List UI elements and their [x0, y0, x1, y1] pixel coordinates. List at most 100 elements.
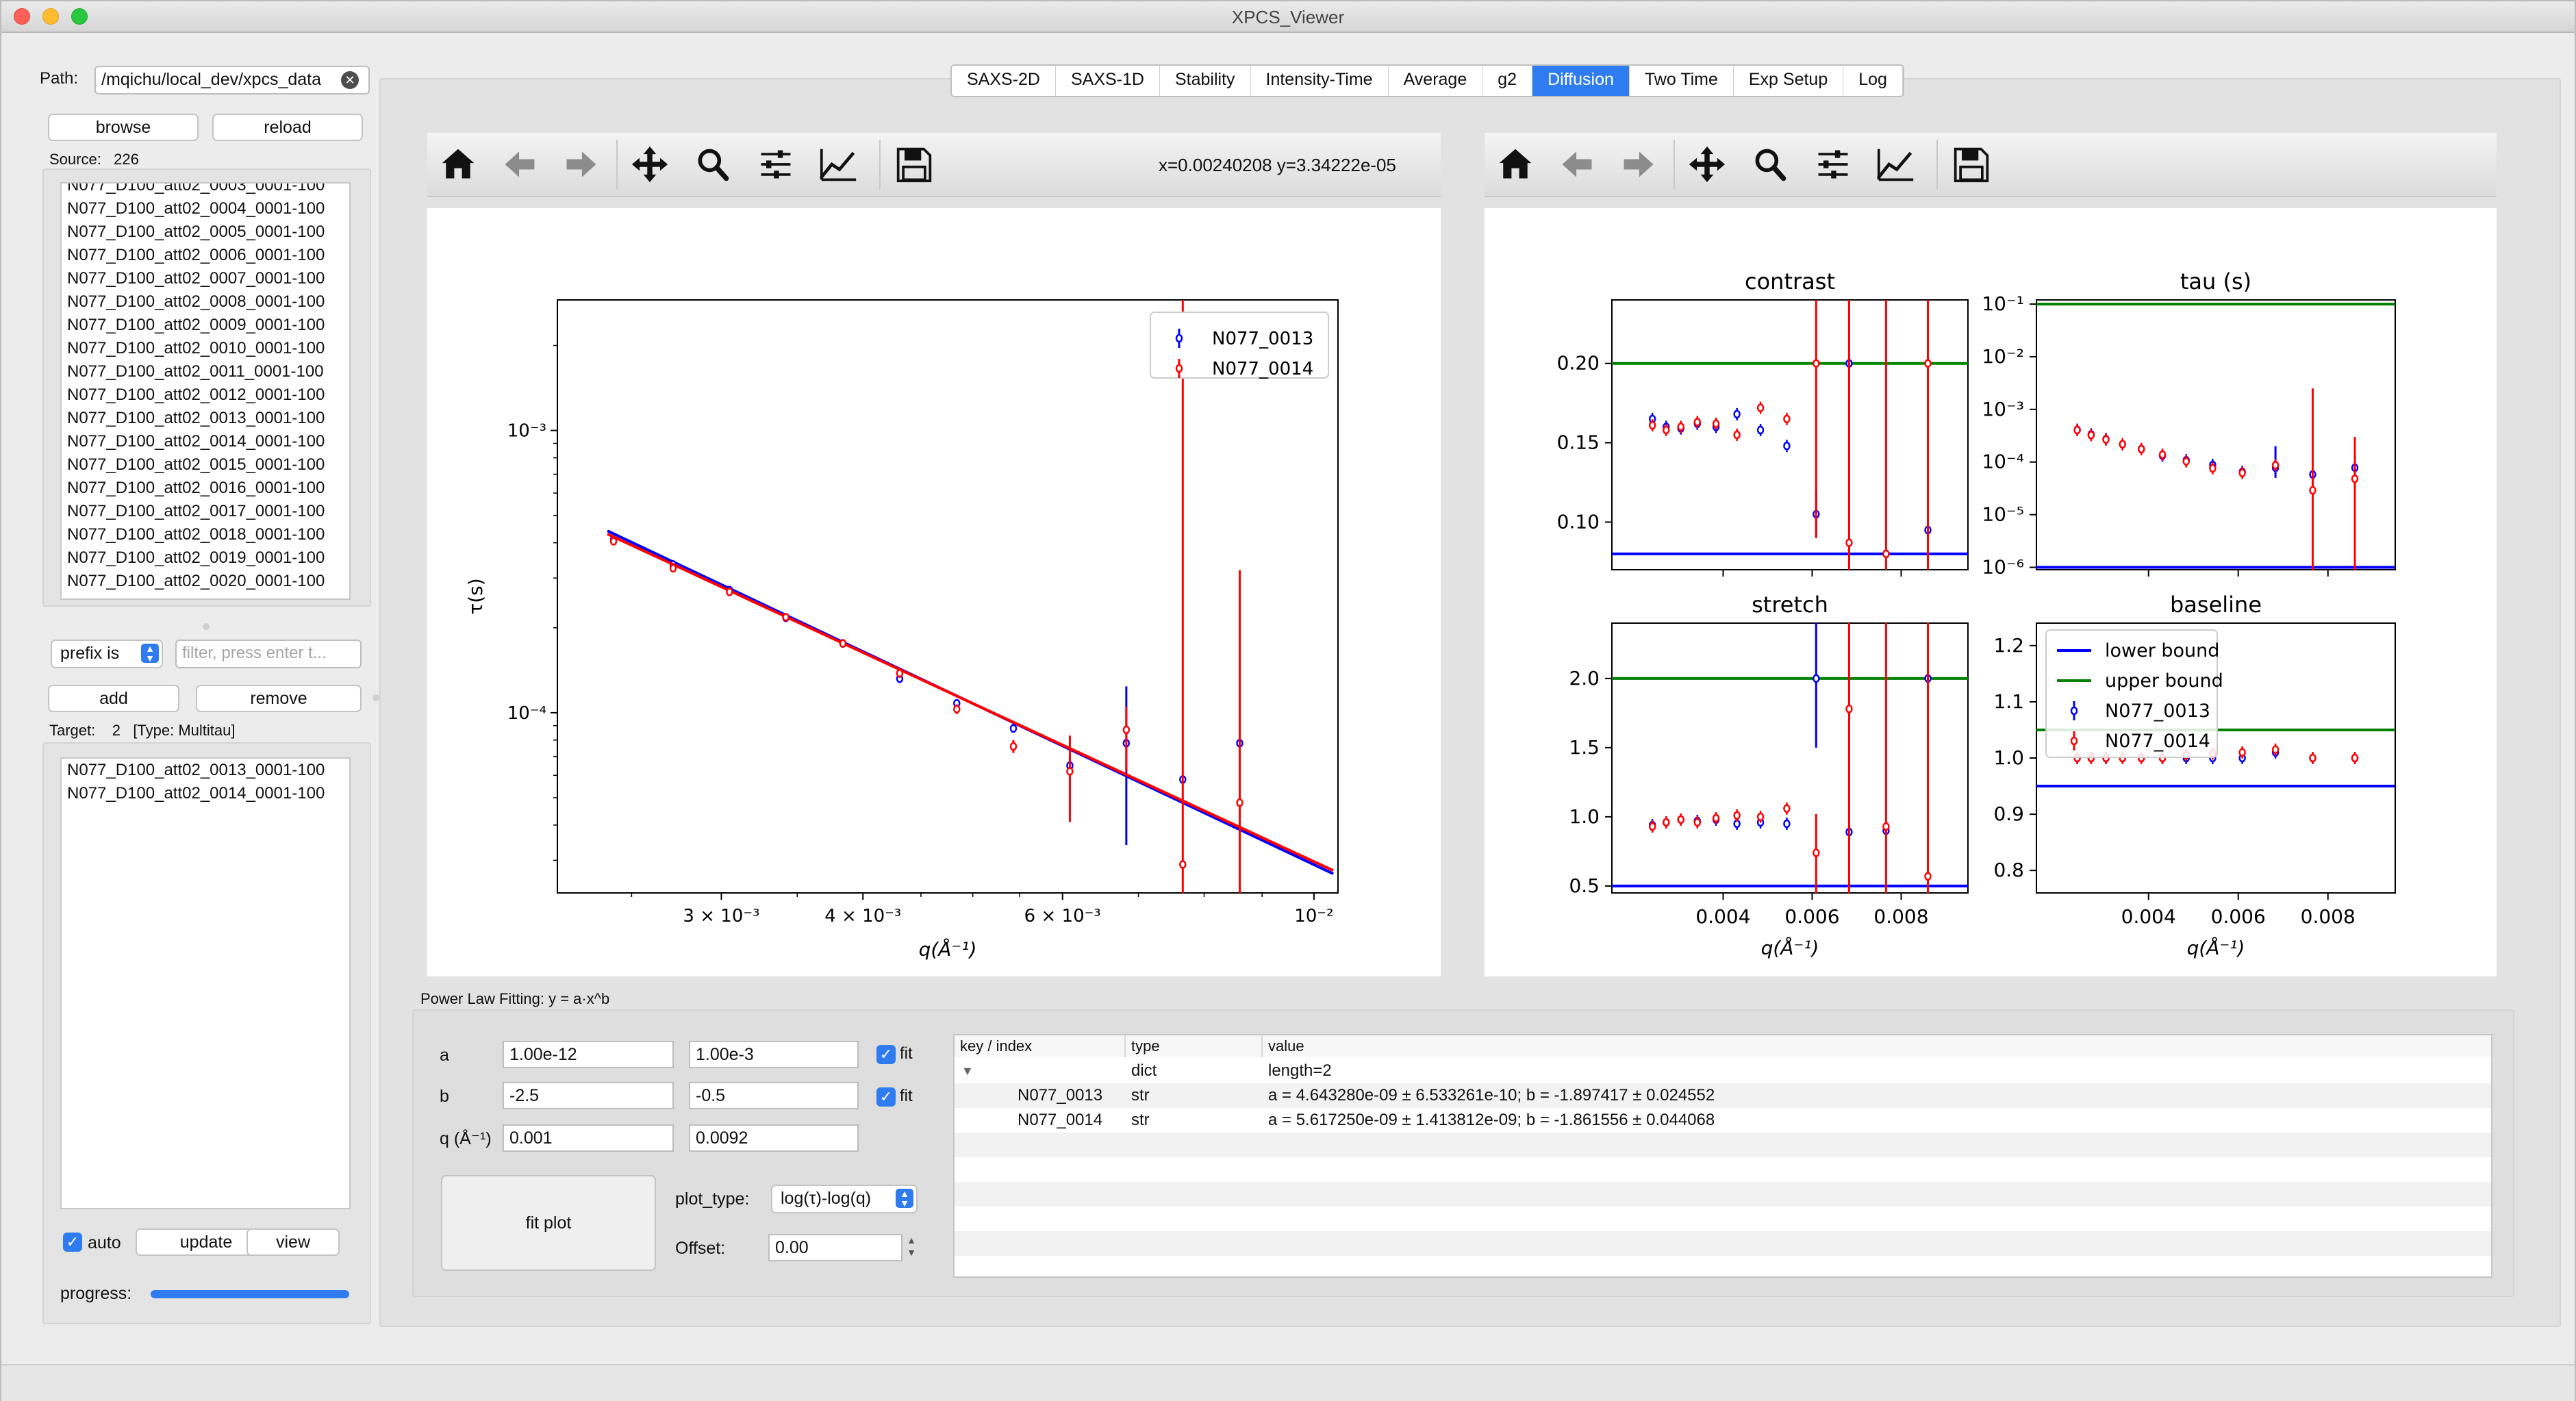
a-max-input[interactable]: 1.00e-3 [689, 1041, 859, 1068]
list-item[interactable]: N077_D100_att02_0009_0001-100 [67, 316, 325, 334]
pan-icon[interactable] [629, 145, 671, 184]
tab-g2[interactable]: g2 [1482, 66, 1533, 96]
collapse-triangle-icon[interactable]: ▼ [961, 1064, 974, 1078]
tab-saxs-2d[interactable]: SAXS-2D [952, 66, 1056, 96]
list-item[interactable]: N077_D100_att02_0004_0001-100 [67, 199, 325, 218]
forward-arrow-icon[interactable] [1617, 145, 1660, 184]
offset-stepper[interactable]: ▲ ▼ [907, 1235, 916, 1258]
tab-stability[interactable]: Stability [1160, 66, 1251, 96]
header-key[interactable]: key / index [955, 1035, 1126, 1057]
home-icon[interactable] [1494, 145, 1537, 184]
list-item[interactable]: N077_D100_att02_0019_0001-100 [67, 548, 325, 567]
subplot-title: tau (s) [2180, 268, 2251, 294]
tab-average[interactable]: Average [1389, 66, 1483, 96]
list-item[interactable]: N077_D100_att02_0011_0001-100 [67, 362, 324, 381]
zoom-icon[interactable] [1749, 145, 1791, 184]
edit-axis-icon[interactable] [818, 145, 860, 184]
subplot-frame [1611, 622, 1969, 894]
data-point [1175, 333, 1183, 343]
q-min-input[interactable]: 0.001 [503, 1124, 674, 1152]
list-item[interactable]: N077_D100_att02_0007_0001-100 [67, 269, 325, 288]
b-min-input[interactable]: -2.5 [503, 1082, 674, 1109]
tree-row[interactable]: N077_0013 str a = 4.643280e-09 ± 6.53326… [955, 1083, 2491, 1108]
plot-type-value: log(τ)-log(q) [781, 1189, 872, 1208]
pan-icon[interactable] [1686, 145, 1728, 184]
home-icon[interactable] [437, 145, 479, 184]
list-item[interactable]: N077_D100_att02_0012_0001-100 [67, 386, 325, 404]
list-item[interactable]: N077_D100_att02_0013_0001-100 [67, 409, 325, 427]
zoom-icon[interactable] [692, 145, 734, 184]
b-fit-checkbox[interactable]: ✓ [876, 1087, 896, 1107]
list-item[interactable]: N077_D100_att02_0014_0001-100 [67, 432, 325, 451]
source-list[interactable]: N077_D100_att02_0003_0001-100 N077_D100_a… [60, 182, 351, 600]
data-point [1813, 359, 1820, 368]
tree-empty-row [955, 1133, 2491, 1157]
list-item[interactable]: N077_D100_att02_0018_0001-100 [67, 525, 325, 544]
tab-log[interactable]: Log [1843, 66, 1903, 96]
edit-axis-icon[interactable] [1875, 145, 1917, 184]
tab-exp-setup[interactable]: Exp Setup [1734, 66, 1844, 96]
list-item[interactable]: N077_D100_att02_0015_0001-100 [67, 455, 325, 474]
legend-entry: N077_0014 [2105, 731, 2210, 752]
fit-params-figure[interactable]: contrast 0.10 0.15 0.20 tau (s) 10⁻¹ 10⁻² 10⁻³ 1… [1485, 208, 2497, 976]
auto-checkbox[interactable]: ✓ [63, 1233, 82, 1252]
legend-box [1150, 312, 1329, 379]
configure-subplots-icon[interactable] [755, 145, 797, 184]
list-item[interactable]: N077_D100_att02_0014_0001-100 [67, 784, 325, 803]
x-tick-label: 10⁻² [1294, 906, 1333, 926]
tab-saxs-1d[interactable]: SAXS-1D [1056, 66, 1160, 96]
a-fit-checkbox[interactable]: ✓ [876, 1045, 896, 1064]
save-icon[interactable] [893, 145, 935, 184]
target-list[interactable]: N077_D100_att02_0013_0001-100 N077_D100_a… [60, 757, 351, 1209]
tree-row[interactable]: N077_0014 str a = 5.617250e-09 ± 1.41381… [955, 1108, 2491, 1133]
filter-input[interactable]: filter, press enter t... [175, 640, 362, 668]
reload-button[interactable]: reload [212, 114, 363, 141]
minimize-window-button[interactable] [42, 8, 59, 25]
data-point [1845, 705, 1853, 714]
plot-type-select[interactable]: log(τ)-log(q) ▲ ▼ [771, 1185, 918, 1213]
add-button[interactable]: add [48, 685, 179, 712]
tau-q-chart[interactable]: 3 × 10⁻³ 4 × 10⁻³ 6 × 10⁻³ 10⁻² 10⁻³ 10⁻⁴ q(Å⁻… [427, 208, 1441, 976]
y-axis-label: τ(s) [464, 578, 487, 614]
list-item[interactable]: N077_D100_att02_0020_0001-100 [67, 572, 325, 590]
list-item[interactable]: N077_D100_att02_0017_0001-100 [67, 502, 325, 520]
tab-intensity-time[interactable]: Intensity-Time [1251, 66, 1389, 96]
list-item[interactable]: N077_D100_att02_0010_0001-100 [67, 339, 325, 357]
forward-arrow-icon[interactable] [560, 145, 603, 184]
b-max-input[interactable]: -0.5 [689, 1082, 859, 1109]
data-point [1122, 725, 1131, 735]
close-window-button[interactable] [14, 8, 30, 25]
save-icon[interactable] [1950, 145, 1993, 184]
back-arrow-icon[interactable] [1556, 145, 1598, 184]
filter-mode-select[interactable]: prefix is ▲ ▼ [51, 640, 163, 668]
configure-subplots-icon[interactable] [1812, 145, 1854, 184]
header-value[interactable]: value [1263, 1035, 2491, 1057]
path-input[interactable]: /mqichu/local_dev/xpcs_data [94, 66, 370, 94]
view-button[interactable]: view [247, 1228, 340, 1256]
list-item[interactable]: N077_D100_att02_0006_0001-100 [67, 246, 325, 264]
progress-fill [151, 1290, 349, 1298]
tree-row[interactable]: ▼ dict length=2 [955, 1059, 2491, 1083]
fit-params-chart[interactable]: contrast 0.10 0.15 0.20 tau (s) 10⁻¹ 10⁻² 10⁻³ 1… [1485, 208, 2497, 976]
maximize-window-button[interactable] [71, 8, 88, 25]
splitter-handle-right[interactable] [372, 694, 379, 701]
clear-path-icon[interactable]: ✕ [341, 71, 359, 89]
browse-button[interactable]: browse [48, 114, 199, 141]
fit-result-tree[interactable]: key / index type value ▼ dict length=2 N… [953, 1034, 2492, 1278]
splitter-handle[interactable] [203, 623, 210, 630]
list-item[interactable]: N077_D100_att02_0003_0001-100 [67, 182, 325, 194]
list-item[interactable]: N077_D100_att02_0005_0001-100 [67, 223, 325, 241]
remove-button[interactable]: remove [196, 685, 362, 712]
tab-two-time[interactable]: Two Time [1630, 66, 1734, 96]
header-type[interactable]: type [1126, 1035, 1263, 1057]
q-max-input[interactable]: 0.0092 [689, 1124, 859, 1152]
a-min-input[interactable]: 1.00e-12 [503, 1041, 674, 1068]
fit-plot-button[interactable]: fit plot [441, 1175, 656, 1271]
diffusion-figure[interactable]: 3 × 10⁻³ 4 × 10⁻³ 6 × 10⁻³ 10⁻² 10⁻³ 10⁻⁴ q(Å⁻… [427, 208, 1441, 976]
tab-diffusion[interactable]: Diffusion [1532, 66, 1630, 96]
offset-input[interactable]: 0.00 [768, 1234, 902, 1261]
back-arrow-icon[interactable] [498, 145, 541, 184]
list-item[interactable]: N077_D100_att02_0016_0001-100 [67, 479, 325, 497]
list-item[interactable]: N077_D100_att02_0013_0001-100 [67, 761, 325, 779]
list-item[interactable]: N077_D100_att02_0008_0001-100 [67, 292, 325, 311]
